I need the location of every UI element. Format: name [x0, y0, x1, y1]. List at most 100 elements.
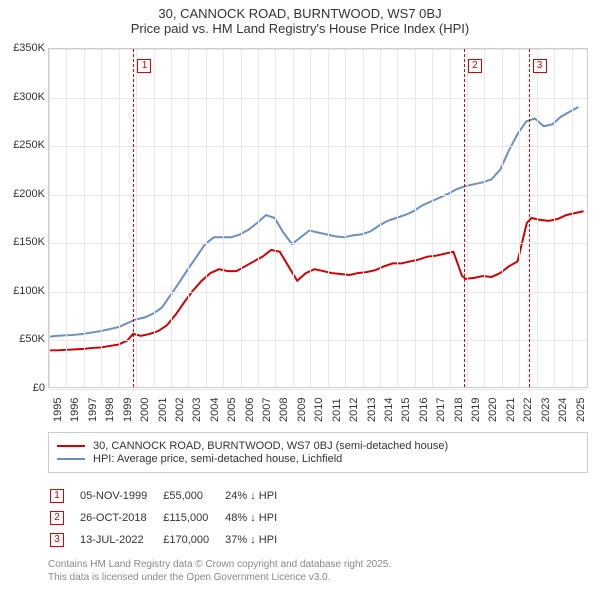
- table-row: 2 26-OCT-2018£115,00048% ↓ HPI: [50, 508, 291, 528]
- xtick-label: 1997: [87, 398, 99, 422]
- sale-marker-box: 1: [137, 59, 151, 73]
- sale-price: £170,000: [163, 530, 223, 550]
- table-row: 313-JUL-2022£170,00037% ↓ HPI: [50, 530, 291, 550]
- sale-marker-icon: 2: [50, 511, 64, 525]
- x-gridline: [258, 49, 259, 387]
- x-gridline: [467, 49, 468, 387]
- x-gridline: [363, 49, 364, 387]
- x-gridline: [380, 49, 381, 387]
- x-gridline: [554, 49, 555, 387]
- x-gridline: [223, 49, 224, 387]
- xtick-label: 2006: [244, 398, 256, 422]
- sale-price: £115,000: [163, 508, 223, 528]
- chart-title-line2: Price paid vs. HM Land Registry's House …: [0, 21, 600, 36]
- sales-table: 1 05-NOV-1999£55,00024% ↓ HPI 2 26-OCT-2018…: [48, 484, 293, 552]
- x-gridline: [345, 49, 346, 387]
- sale-marker-box: 2: [468, 59, 482, 73]
- y-gridline: [49, 340, 587, 341]
- x-gridline: [415, 49, 416, 387]
- ytick-label: £300K: [13, 91, 45, 103]
- xtick-label: 2007: [261, 398, 273, 422]
- x-gridline: [432, 49, 433, 387]
- plot-svg: [49, 49, 587, 387]
- xtick-label: 2014: [383, 398, 395, 422]
- xtick-label: 2019: [470, 398, 482, 422]
- y-gridline: [49, 292, 587, 293]
- xtick-label: 2017: [435, 398, 447, 422]
- xtick-label: 2005: [226, 398, 238, 422]
- x-gridline: [119, 49, 120, 387]
- x-gridline: [397, 49, 398, 387]
- legend-item: HPI: Average price, semi-detached house,…: [57, 453, 579, 465]
- xtick-label: 2002: [174, 398, 186, 422]
- x-gridline: [241, 49, 242, 387]
- sale-date: 05-NOV-1999: [80, 486, 161, 506]
- xtick-label: 2009: [296, 398, 308, 422]
- xtick-label: 1998: [104, 398, 116, 422]
- sale-marker-box: 3: [533, 59, 547, 73]
- legend-swatch: [57, 458, 85, 460]
- sale-delta: 24% ↓ HPI: [225, 486, 291, 506]
- chart-title-line1: 30, CANNOCK ROAD, BURNTWOOD, WS7 0BJ: [0, 0, 600, 21]
- x-gridline: [502, 49, 503, 387]
- x-gridline: [484, 49, 485, 387]
- chart-container: 30, CANNOCK ROAD, BURNTWOOD, WS7 0BJ Pri…: [0, 0, 600, 590]
- xtick-label: 2021: [505, 398, 517, 422]
- y-gridline: [49, 146, 587, 147]
- x-gridline: [49, 49, 50, 387]
- xtick-label: 2024: [557, 398, 569, 422]
- legend-swatch: [57, 445, 85, 447]
- xtick-label: 2008: [278, 398, 290, 422]
- x-gridline: [188, 49, 189, 387]
- x-gridline: [101, 49, 102, 387]
- sale-marker-line: [133, 49, 134, 387]
- ytick-label: £0: [33, 382, 45, 394]
- sale-marker-line: [464, 49, 465, 387]
- x-gridline: [293, 49, 294, 387]
- legend: 30, CANNOCK ROAD, BURNTWOOD, WS7 0BJ (se…: [48, 432, 588, 473]
- plot-area: 1 2 3: [48, 48, 588, 388]
- ytick-label: £100K: [13, 285, 45, 297]
- xtick-label: 2000: [139, 398, 151, 422]
- xtick-label: 2025: [575, 398, 587, 422]
- xtick-label: 2023: [540, 398, 552, 422]
- sale-marker-line: [529, 49, 530, 387]
- xtick-label: 1996: [69, 398, 81, 422]
- sale-date: 26-OCT-2018: [80, 508, 161, 528]
- x-gridline: [154, 49, 155, 387]
- sale-delta: 37% ↓ HPI: [225, 530, 291, 550]
- y-gridline: [49, 389, 587, 390]
- x-gridline: [66, 49, 67, 387]
- xtick-label: 2015: [400, 398, 412, 422]
- xtick-label: 2004: [209, 398, 221, 422]
- sale-marker-icon: 1: [50, 489, 64, 503]
- xtick-label: 2012: [348, 398, 360, 422]
- sale-delta: 48% ↓ HPI: [225, 508, 291, 528]
- y-gridline: [49, 49, 587, 50]
- xtick-label: 2020: [487, 398, 499, 422]
- table-row: 1 05-NOV-1999£55,00024% ↓ HPI: [50, 486, 291, 506]
- xtick-label: 2003: [191, 398, 203, 422]
- sale-price: £55,000: [163, 486, 223, 506]
- xtick-label: 2011: [331, 398, 343, 422]
- x-gridline: [275, 49, 276, 387]
- ytick-label: £350K: [13, 42, 45, 54]
- footer-line1: Contains HM Land Registry data © Crown c…: [48, 558, 391, 571]
- xtick-label: 2010: [313, 398, 325, 422]
- footer: Contains HM Land Registry data © Crown c…: [48, 558, 391, 584]
- xtick-label: 2013: [366, 398, 378, 422]
- x-gridline: [310, 49, 311, 387]
- series-line: [49, 107, 578, 337]
- xtick-label: 1999: [122, 398, 134, 422]
- xtick-label: 1995: [52, 398, 64, 422]
- y-gridline: [49, 243, 587, 244]
- xtick-label: 2001: [157, 398, 169, 422]
- ytick-label: £150K: [13, 236, 45, 248]
- y-gridline: [49, 98, 587, 99]
- ytick-label: £250K: [13, 139, 45, 151]
- xtick-label: 2018: [453, 398, 465, 422]
- footer-line2: This data is licensed under the Open Gov…: [48, 571, 391, 584]
- x-gridline: [519, 49, 520, 387]
- legend-label: HPI: Average price, semi-detached house,…: [93, 453, 342, 465]
- xtick-label: 2022: [522, 398, 534, 422]
